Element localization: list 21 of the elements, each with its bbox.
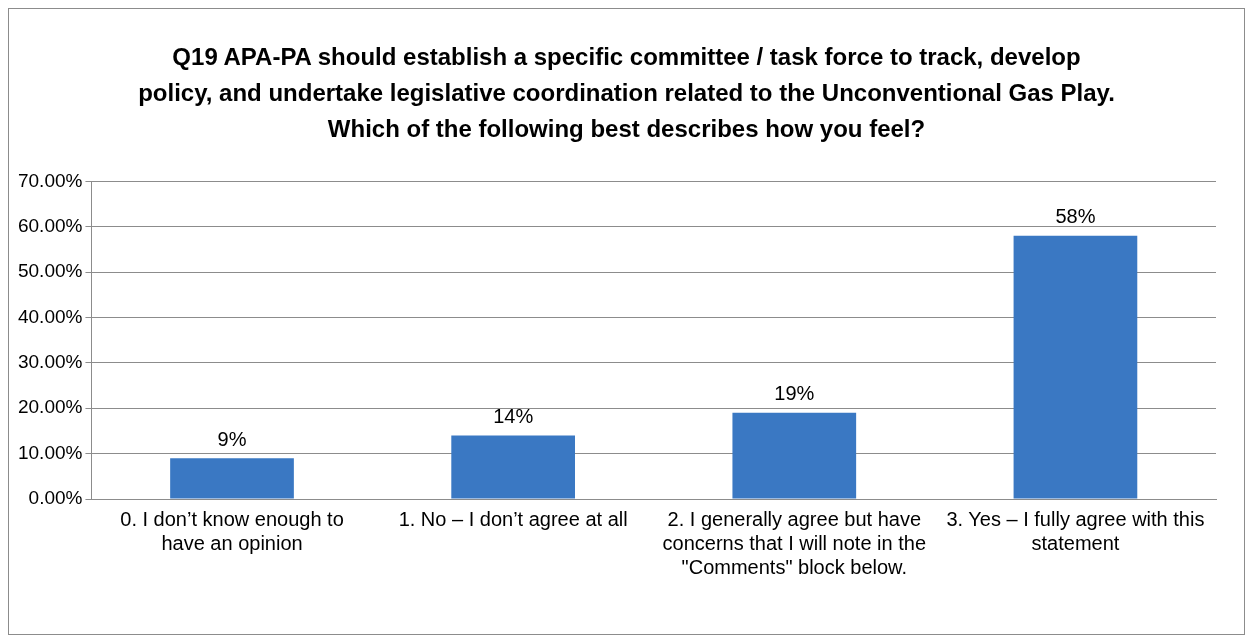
y-tick-label: 20.00% [17, 396, 83, 418]
bar [170, 458, 294, 499]
data-label: 19% [774, 382, 815, 405]
bar [1013, 235, 1138, 499]
y-tick-label: 0.00% [28, 487, 83, 509]
y-tick-label: 70.00% [17, 169, 83, 191]
y-tick-label: 40.00% [17, 305, 83, 327]
chart-title: Q19 APA-PA should establish a specific committee / task force to track, develop policy, and undertake legislative coordination related to the Unconventional Gas Play. Which of the following best describes how you feel? [137, 42, 1116, 144]
y-tick-label: 50.00% [17, 260, 83, 282]
x-tick-label: 0. I don’t know enough to have an opinion [120, 507, 344, 554]
y-tick-label: 60.00% [17, 215, 83, 237]
data-label: 14% [493, 405, 534, 427]
data-label: 9% [217, 427, 247, 450]
y-tick-label: 10.00% [17, 441, 83, 463]
y-tick-label: 30.00% [17, 351, 83, 373]
bar [732, 412, 857, 499]
x-tick-label: 3. Yes – I fully agree with this statement [946, 507, 1205, 554]
bar [451, 435, 575, 499]
x-tick-label: 2. I generally agree but have concerns that I will note in the "Comments" block below. [662, 507, 927, 578]
x-tick-label: 1. No – I don’t agree at all [398, 507, 628, 530]
data-label: 58% [1055, 205, 1096, 228]
